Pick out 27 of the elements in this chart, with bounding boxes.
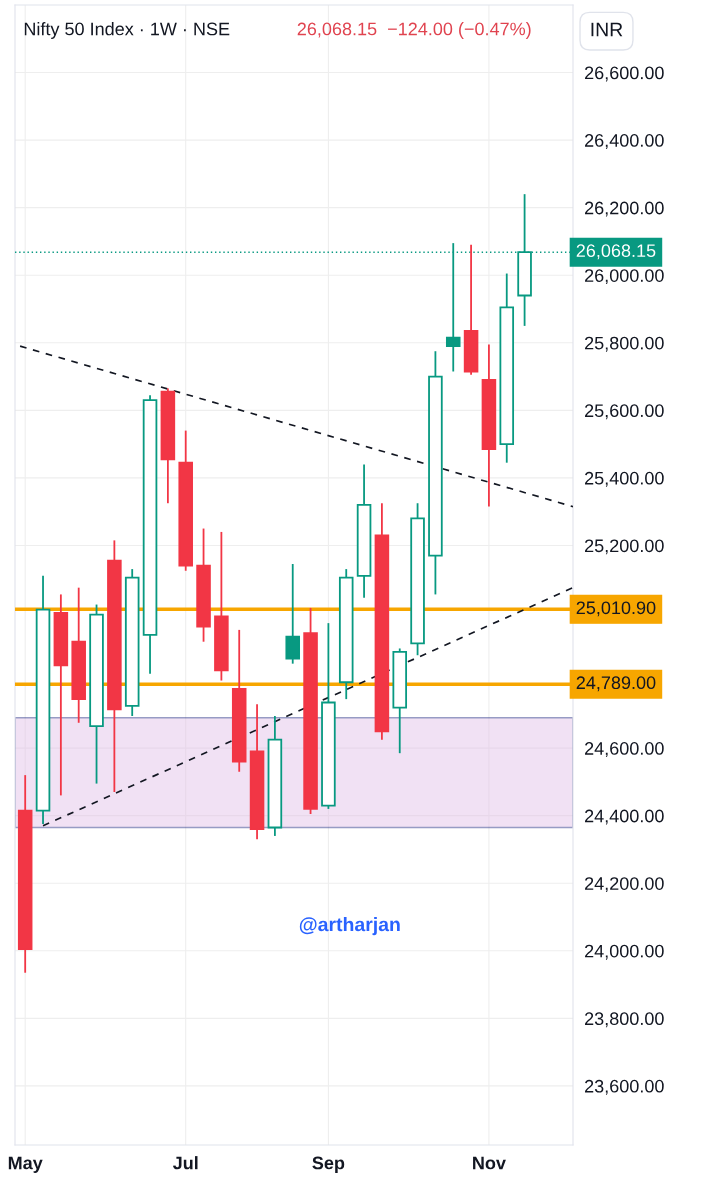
y-tick-label: 26,600.00 — [585, 66, 664, 82]
candlestick — [445, 242, 461, 373]
y-tick-label: 24,200.00 — [585, 877, 664, 893]
text: Nifty 50 Index · 1W · NSE — [24, 22, 230, 39]
x-tick-label: Nov — [473, 1156, 506, 1170]
ref-line-label: 24,789.00 — [576, 676, 656, 692]
y-tick-label: 26,000.00 — [585, 269, 664, 285]
x-tick-label: Jul — [172, 1156, 198, 1170]
text: 26,068.15 −124.00 (−0.47%) — [297, 22, 531, 39]
y-tick-label: 25,600.00 — [585, 404, 664, 420]
y-tick-label: 23,600.00 — [585, 1079, 664, 1095]
y-tick-label: 25,200.00 — [585, 539, 664, 555]
x-tick-label: Sep — [312, 1156, 345, 1173]
y-tick-label: 24,000.00 — [585, 944, 664, 960]
annotation: @artharjan — [299, 917, 400, 936]
x-tick-label: May — [8, 1156, 43, 1173]
ref-line-label: 26,068.15 — [576, 244, 656, 260]
y-tick-label: 23,800.00 — [585, 1012, 664, 1028]
y-tick-label: 24,600.00 — [585, 742, 664, 757]
y-tick-label: 26,400.00 — [585, 134, 664, 149]
y-tick-label: 25,400.00 — [585, 471, 664, 487]
candlestick — [285, 563, 301, 665]
text: INR — [591, 22, 623, 37]
y-tick-label: 24,400.00 — [585, 809, 664, 825]
y-tick-label: 26,200.00 — [585, 201, 664, 217]
y-tick-label: 25,800.00 — [585, 336, 664, 352]
ref-line-label: 25,010.90 — [576, 601, 656, 617]
